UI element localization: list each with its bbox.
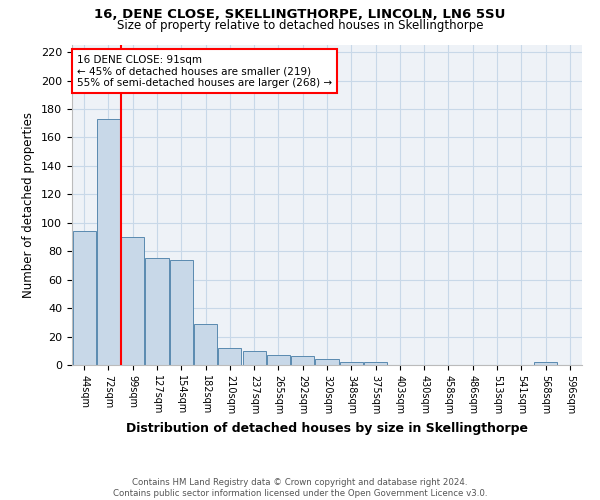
Bar [316,360,338,365]
Text: 16, DENE CLOSE, SKELLINGTHORPE, LINCOLN, LN6 5SU: 16, DENE CLOSE, SKELLINGTHORPE, LINCOLN,… [94,8,506,20]
Bar [121,237,144,365]
Bar [242,351,266,365]
Bar [267,355,290,365]
X-axis label: Distribution of detached houses by size in Skellingthorpe: Distribution of detached houses by size … [126,422,528,436]
Text: Size of property relative to detached houses in Skellingthorpe: Size of property relative to detached ho… [117,18,483,32]
Bar [534,362,557,365]
Bar [194,324,217,365]
Y-axis label: Number of detached properties: Number of detached properties [22,112,35,298]
Bar [340,362,363,365]
Text: Contains HM Land Registry data © Crown copyright and database right 2024.
Contai: Contains HM Land Registry data © Crown c… [113,478,487,498]
Text: 16 DENE CLOSE: 91sqm
← 45% of detached houses are smaller (219)
55% of semi-deta: 16 DENE CLOSE: 91sqm ← 45% of detached h… [77,54,332,88]
Bar [170,260,193,365]
Bar [218,348,241,365]
Bar [364,362,387,365]
Bar [73,232,95,365]
Bar [97,119,120,365]
Bar [291,356,314,365]
Bar [145,258,169,365]
